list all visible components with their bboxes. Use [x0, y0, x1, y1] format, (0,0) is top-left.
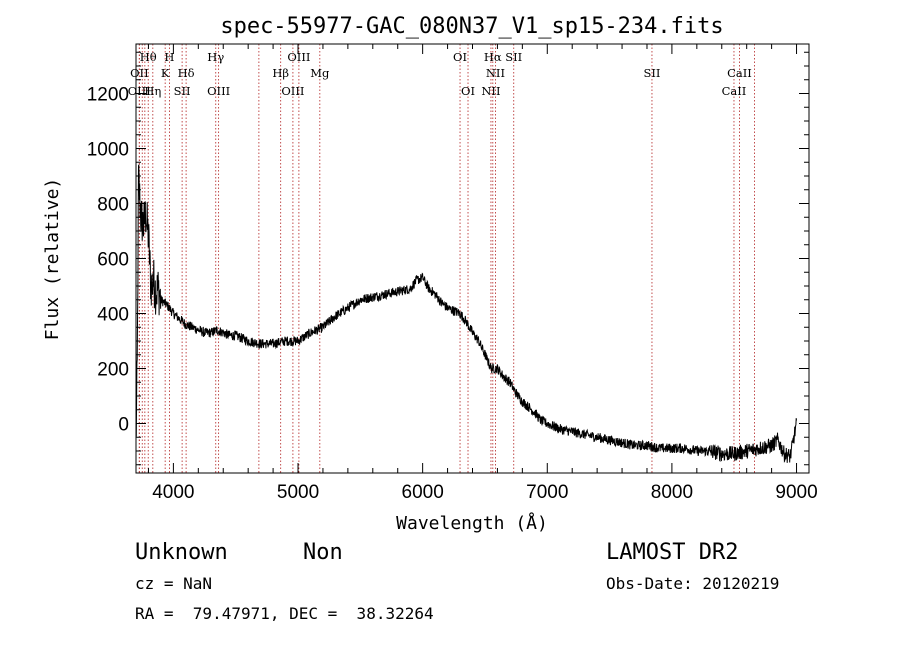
spectral-line-label: H: [164, 50, 174, 64]
spectral-line-label: K: [161, 66, 170, 80]
spectral-line-label: SII: [505, 50, 522, 64]
x-tick-label: 5000: [277, 482, 319, 503]
y-axis-label: Flux (relative): [42, 178, 63, 341]
coordinates-readout: RA = 79.47971, DEC = 38.32264: [135, 604, 434, 623]
y-tick-label: 0: [118, 415, 129, 436]
class-label: Unknown: [135, 540, 228, 565]
x-tick-label: 8000: [651, 482, 693, 503]
obs-date-readout: Obs-Date: 20120219: [606, 574, 779, 593]
x-tick-label: 9000: [775, 482, 817, 503]
y-tick-label: 1000: [87, 140, 129, 161]
y-tick-label: 800: [97, 195, 129, 216]
spectral-line-label: NII: [486, 66, 505, 80]
spectral-line-label: Hθ: [140, 50, 157, 64]
x-tick-label: 7000: [526, 482, 568, 503]
spectral-line-label: SII: [643, 66, 660, 80]
spectral-line-label: Hα: [484, 50, 502, 64]
x-axis-ticks: 4000 5000 6000 7000 8000 9000: [147, 44, 818, 503]
spectral-line-label: OIII: [128, 84, 151, 98]
y-tick-label: 600: [97, 250, 129, 271]
spectral-line-label: OI: [461, 84, 475, 98]
spectral-line-label: Mg: [310, 66, 330, 80]
plot-frame: [135, 43, 810, 474]
x-tick-label: 4000: [152, 482, 194, 503]
spectral-line-label: CaII: [727, 66, 752, 80]
y-tick-label: 400: [97, 305, 129, 326]
spectral-line-label: Hβ: [272, 66, 289, 80]
y-axis-ticks: 0 200 400 600 800 1000 1200: [87, 51, 809, 466]
spectral-line-label: NII: [481, 84, 500, 98]
spectrum-series-line: [135, 163, 797, 463]
x-axis-label: Wavelength (Å): [396, 512, 548, 534]
chart-title: spec-55977-GAC_080N37_V1_sp15-234.fits: [220, 14, 723, 39]
y-tick-label: 200: [97, 360, 129, 381]
x-tick-label: 6000: [402, 482, 444, 503]
spectral-line-label: Hη: [144, 84, 161, 98]
subclass-label: Non: [303, 540, 343, 565]
spectral-line-markers: [138, 44, 755, 473]
spectral-line-label: Hγ: [207, 50, 224, 64]
spectral-line-label: CaII: [722, 84, 747, 98]
spectral-line-label: OIII: [281, 84, 304, 98]
spectral-line-label: Hδ: [178, 66, 195, 80]
spectral-line-label: OIII: [287, 50, 310, 64]
y-tick-label: 1200: [87, 85, 129, 106]
spectral-line-label: SII: [174, 84, 191, 98]
survey-label: LAMOST DR2: [606, 540, 738, 565]
redshift-readout: cz = NaN: [135, 574, 212, 593]
spectral-line-label: OII: [130, 66, 149, 80]
spectral-line-label: OIII: [207, 84, 230, 98]
spectral-line-label: OI: [453, 50, 467, 64]
